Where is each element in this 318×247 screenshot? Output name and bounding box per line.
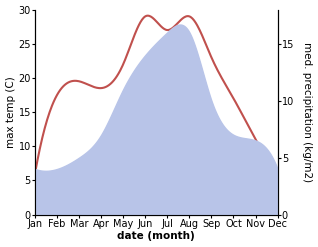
Y-axis label: med. precipitation (kg/m2): med. precipitation (kg/m2) <box>302 42 313 182</box>
X-axis label: date (month): date (month) <box>117 231 195 242</box>
Y-axis label: max temp (C): max temp (C) <box>5 76 16 148</box>
